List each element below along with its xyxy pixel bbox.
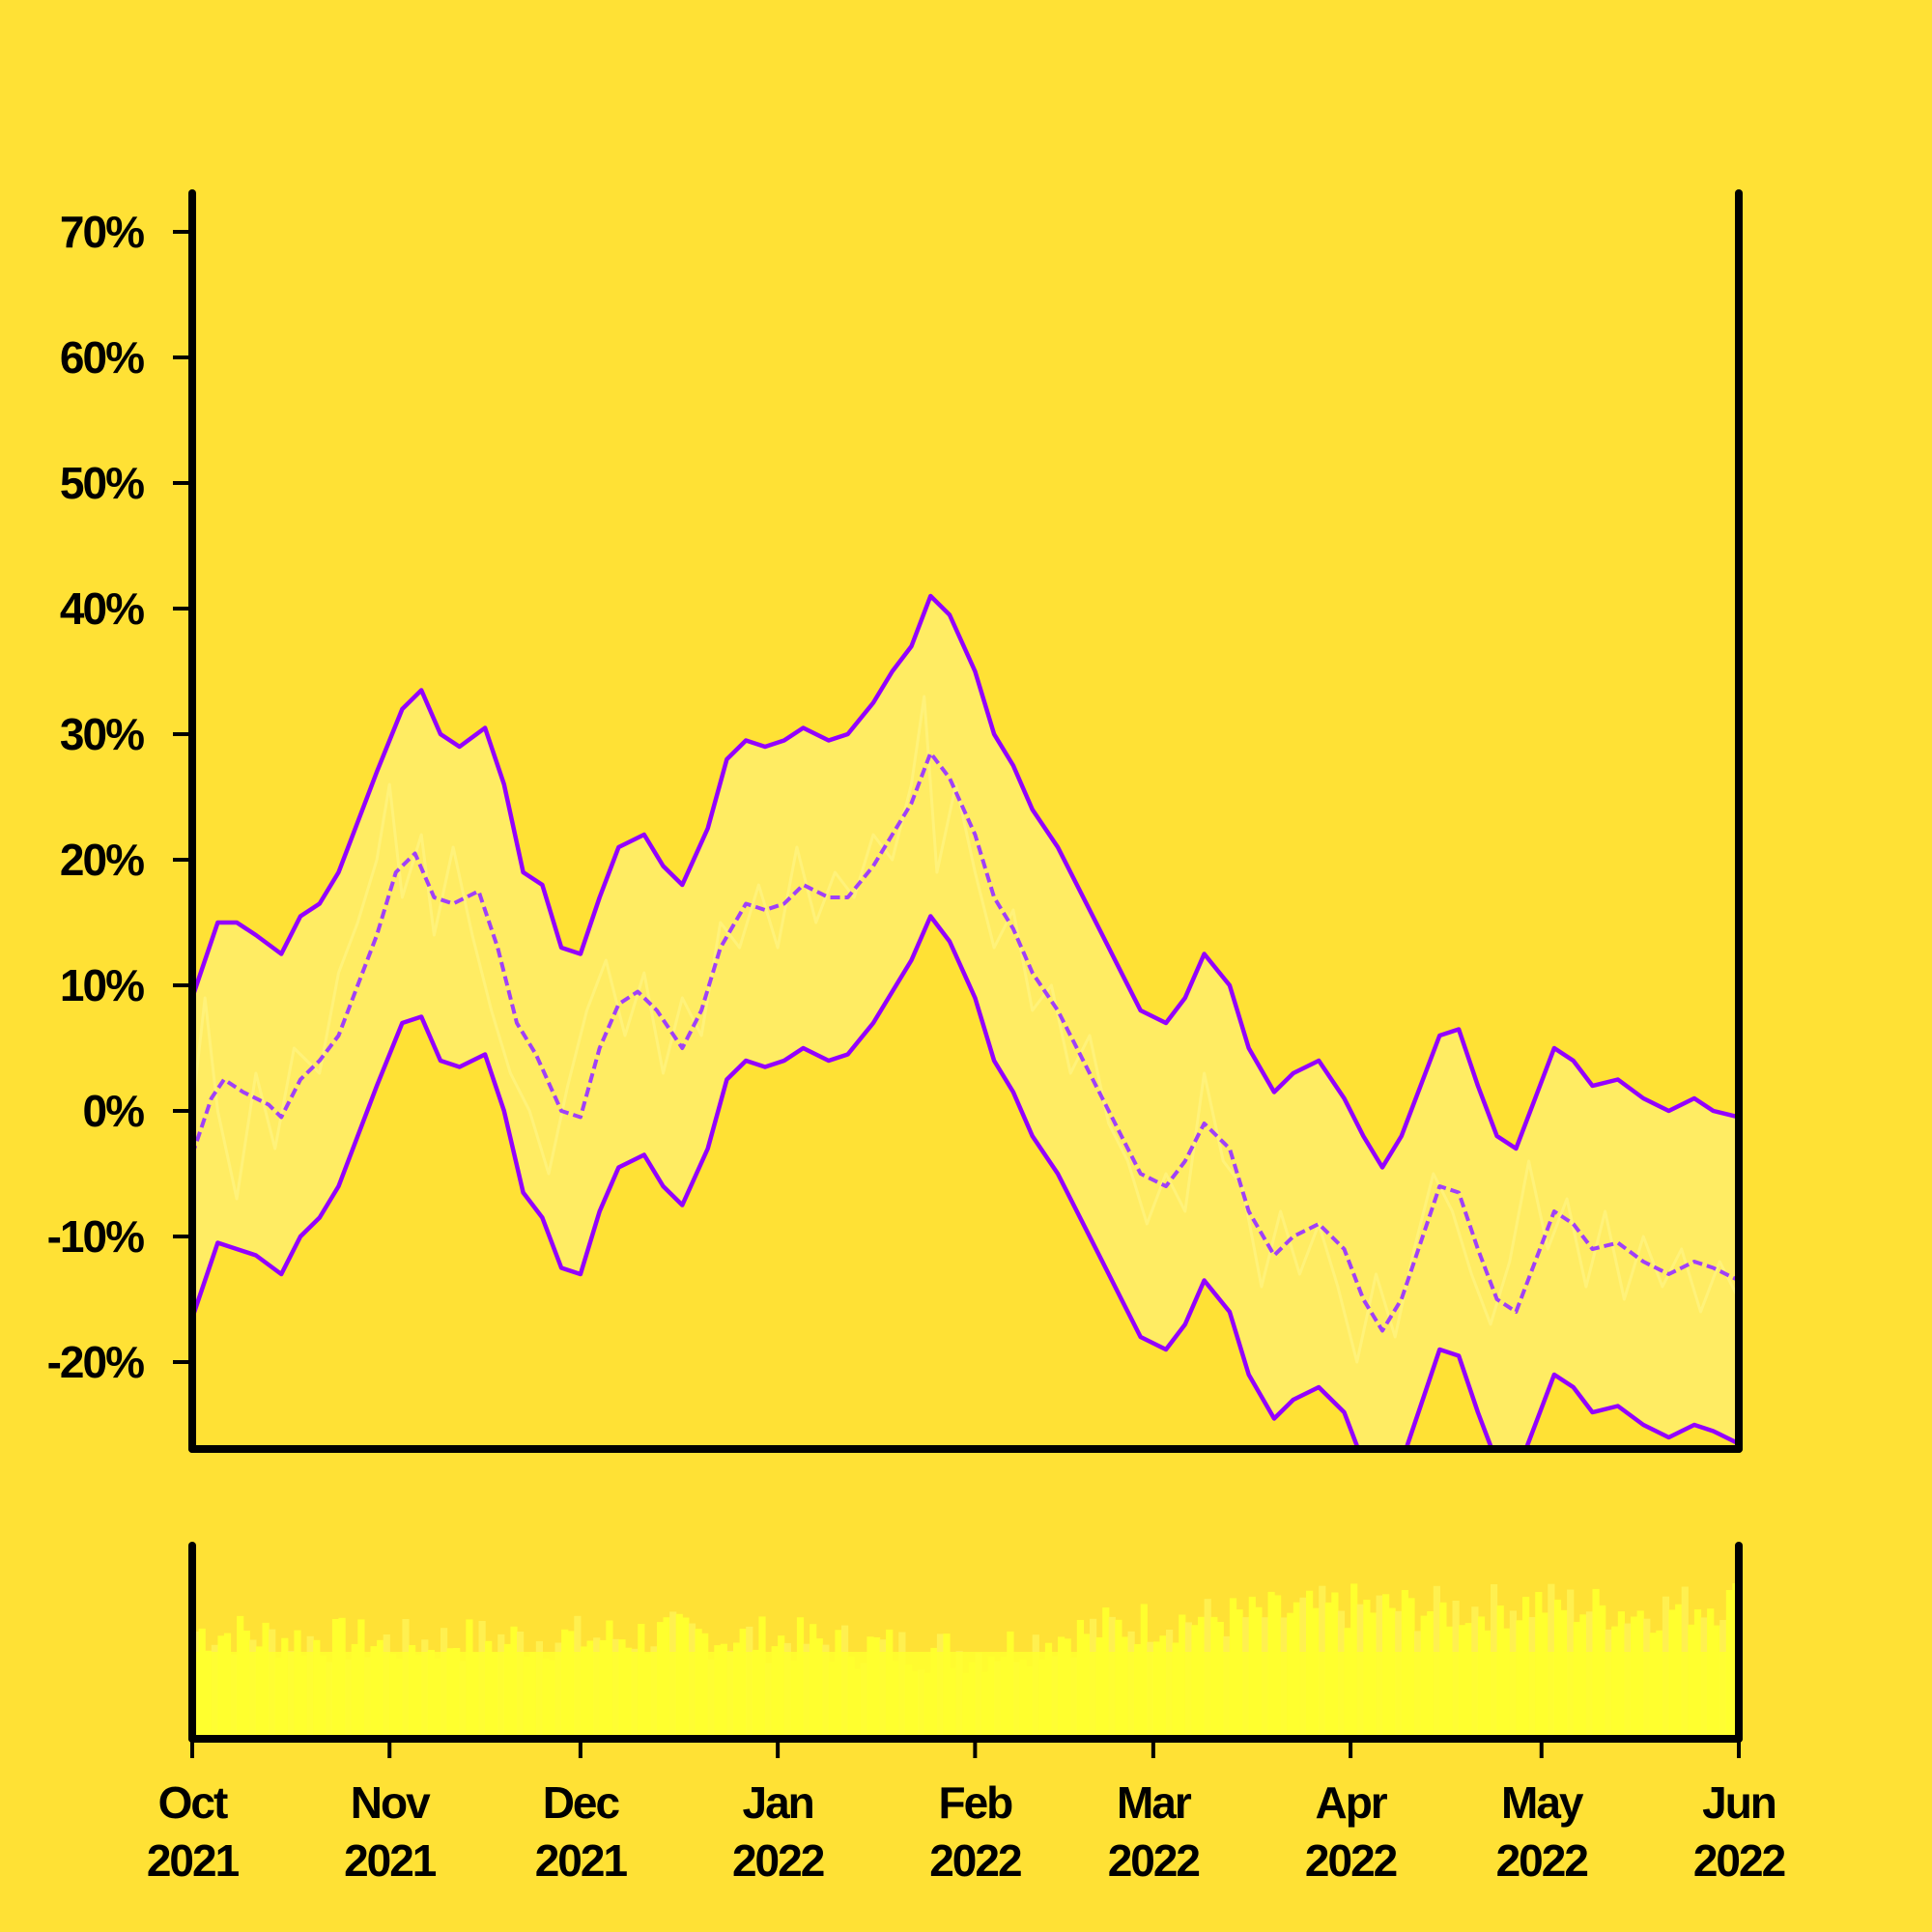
- x-tick-label-year: 2022: [1108, 1835, 1200, 1886]
- x-tick-label-month: Jun: [1702, 1777, 1776, 1828]
- x-tick-label-month: Dec: [543, 1777, 620, 1828]
- volume-panel: [188, 1542, 1743, 1743]
- volume-axes: [188, 1542, 1743, 1743]
- x-tick-label-month: Jan: [743, 1777, 813, 1828]
- y-tick-label: 70%: [60, 207, 144, 257]
- y-tick-label: 40%: [60, 583, 144, 634]
- x-tick-label-year: 2021: [147, 1835, 240, 1886]
- y-axis-ticks: -20% -10% 0% 10% 20% 30% 40% 50% 60% 70%: [47, 207, 192, 1387]
- x-tick-label-year: 2022: [1693, 1835, 1785, 1886]
- x-tick-label-month: Feb: [938, 1777, 1012, 1828]
- x-tick-label-year: 2022: [929, 1835, 1021, 1886]
- main-plot-panel: -20% -10% 0% 10% 20% 30% 40% 50% 60% 70%: [47, 189, 1743, 1453]
- y-tick-label: 0%: [83, 1086, 145, 1136]
- y-tick-label: 10%: [60, 960, 144, 1010]
- lower-band-line: [192, 914, 1739, 1449]
- x-tick-label-month: Mar: [1117, 1777, 1192, 1828]
- y-tick-label: 30%: [60, 709, 144, 759]
- band-fill: [192, 596, 1739, 1449]
- x-axis-ticks: Oct 2021 Nov 2021 Dec 2021 Jan 2022 Feb 2022 Mar 20…: [147, 1739, 1787, 1886]
- x-tick-label-year: 2021: [535, 1835, 628, 1886]
- y-tick-label: 60%: [60, 332, 144, 383]
- upper-band-line: [192, 593, 1739, 1170]
- x-tick-label-year: 2022: [1305, 1835, 1397, 1886]
- x-tick-label-year: 2021: [344, 1835, 437, 1886]
- x-tick-label-year: 2022: [732, 1835, 824, 1886]
- main-plot-axes: [188, 189, 1743, 1453]
- x-tick-label-month: Oct: [158, 1777, 228, 1828]
- y-tick-label: -20%: [47, 1337, 144, 1387]
- middle-line: [192, 751, 1739, 1333]
- volume-base-fill: [192, 1652, 1739, 1739]
- x-tick-label-month: Apr: [1315, 1777, 1387, 1828]
- x-tick-label-month: May: [1501, 1777, 1584, 1828]
- x-tick-label-year: 2022: [1496, 1835, 1588, 1886]
- volume-bars: [192, 1583, 1740, 1739]
- daily-values-line: [192, 695, 1739, 1364]
- y-tick-label: -10%: [47, 1211, 144, 1262]
- y-tick-label: 50%: [60, 458, 144, 508]
- main-plot-series: [192, 593, 1739, 1449]
- x-tick-label-month: Nov: [351, 1777, 431, 1828]
- y-tick-label: 20%: [60, 835, 144, 885]
